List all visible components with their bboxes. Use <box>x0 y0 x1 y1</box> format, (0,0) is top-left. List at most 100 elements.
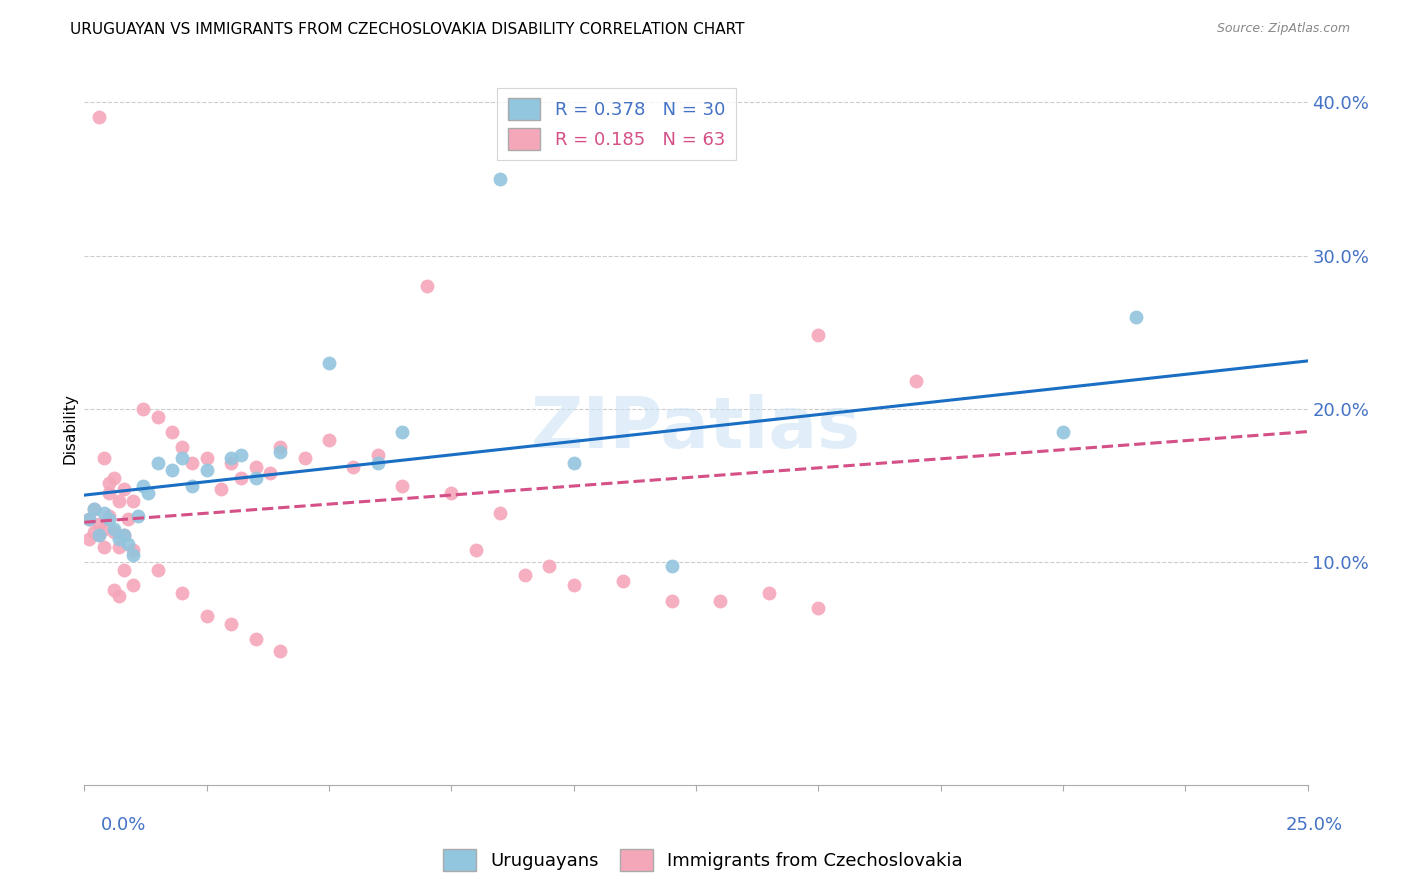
Point <box>146 409 169 424</box>
Point <box>112 528 135 542</box>
Point <box>146 456 169 470</box>
Point <box>391 425 413 439</box>
Text: URUGUAYAN VS IMMIGRANTS FROM CZECHOSLOVAKIA DISABILITY CORRELATION CHART: URUGUAYAN VS IMMIGRANTS FROM CZECHOSLOVA… <box>70 22 745 37</box>
Point <box>97 486 120 500</box>
Point <box>181 479 204 493</box>
Point <box>172 586 194 600</box>
Point <box>77 533 100 547</box>
Point <box>93 451 115 466</box>
Point <box>513 567 536 582</box>
Point <box>562 578 585 592</box>
Point <box>562 456 585 470</box>
Point <box>107 494 129 508</box>
Point <box>245 471 267 485</box>
Point <box>93 506 115 520</box>
Point <box>162 425 184 439</box>
Point <box>342 460 364 475</box>
Point <box>612 574 634 588</box>
Point <box>162 463 184 477</box>
Legend: R = 0.378   N = 30, R = 0.185   N = 63: R = 0.378 N = 30, R = 0.185 N = 63 <box>498 87 735 161</box>
Point <box>107 589 129 603</box>
Point <box>112 528 135 542</box>
Point <box>807 328 830 343</box>
Point <box>391 479 413 493</box>
Text: ZIPatlas: ZIPatlas <box>531 393 860 463</box>
Point <box>93 522 115 536</box>
Point <box>807 601 830 615</box>
Point <box>1125 310 1147 324</box>
Point <box>122 543 145 558</box>
Legend: Uruguayans, Immigrants from Czechoslovakia: Uruguayans, Immigrants from Czechoslovak… <box>436 842 970 879</box>
Point <box>136 486 159 500</box>
Point <box>538 558 561 573</box>
Point <box>83 501 105 516</box>
Point <box>97 509 120 524</box>
Point <box>229 471 252 485</box>
Point <box>132 401 155 416</box>
Point <box>122 578 145 592</box>
Point <box>107 540 129 554</box>
Point <box>112 563 135 577</box>
Point <box>181 456 204 470</box>
Point <box>416 279 439 293</box>
Point <box>172 441 194 455</box>
Point <box>103 522 125 536</box>
Point <box>127 509 149 524</box>
Point <box>440 486 463 500</box>
Point <box>709 594 731 608</box>
Point <box>117 512 139 526</box>
Point <box>269 644 291 658</box>
Point <box>87 528 110 542</box>
Point <box>122 494 145 508</box>
Point <box>661 594 683 608</box>
Point <box>87 111 110 125</box>
Point <box>367 448 389 462</box>
Point <box>758 586 780 600</box>
Point <box>245 460 267 475</box>
Point <box>229 448 252 462</box>
Point <box>269 445 291 459</box>
Text: 0.0%: 0.0% <box>101 816 146 834</box>
Point <box>93 540 115 554</box>
Point <box>245 632 267 647</box>
Point <box>219 451 242 466</box>
Point <box>83 501 105 516</box>
Point <box>294 451 316 466</box>
Point <box>219 456 242 470</box>
Point <box>103 471 125 485</box>
Point <box>122 548 145 562</box>
Point <box>195 609 218 624</box>
Point <box>103 524 125 539</box>
Point <box>83 524 105 539</box>
Point <box>87 528 110 542</box>
Point <box>318 433 340 447</box>
Y-axis label: Disability: Disability <box>62 392 77 464</box>
Point <box>661 558 683 573</box>
Point <box>209 482 232 496</box>
Point <box>489 171 512 186</box>
Point <box>117 537 139 551</box>
Point <box>905 375 928 389</box>
Point <box>97 475 120 490</box>
Point <box>219 616 242 631</box>
Text: Source: ZipAtlas.com: Source: ZipAtlas.com <box>1216 22 1350 36</box>
Point <box>489 506 512 520</box>
Point <box>87 517 110 532</box>
Point <box>195 463 218 477</box>
Point <box>172 451 194 466</box>
Point <box>77 512 100 526</box>
Point <box>269 441 291 455</box>
Point <box>97 512 120 526</box>
Text: 25.0%: 25.0% <box>1285 816 1343 834</box>
Point <box>1052 425 1074 439</box>
Point <box>77 512 100 526</box>
Point <box>318 356 340 370</box>
Point <box>367 456 389 470</box>
Point <box>103 583 125 598</box>
Point <box>195 451 218 466</box>
Point <box>146 563 169 577</box>
Point <box>107 533 129 547</box>
Point <box>132 479 155 493</box>
Point <box>259 467 281 481</box>
Point <box>464 543 486 558</box>
